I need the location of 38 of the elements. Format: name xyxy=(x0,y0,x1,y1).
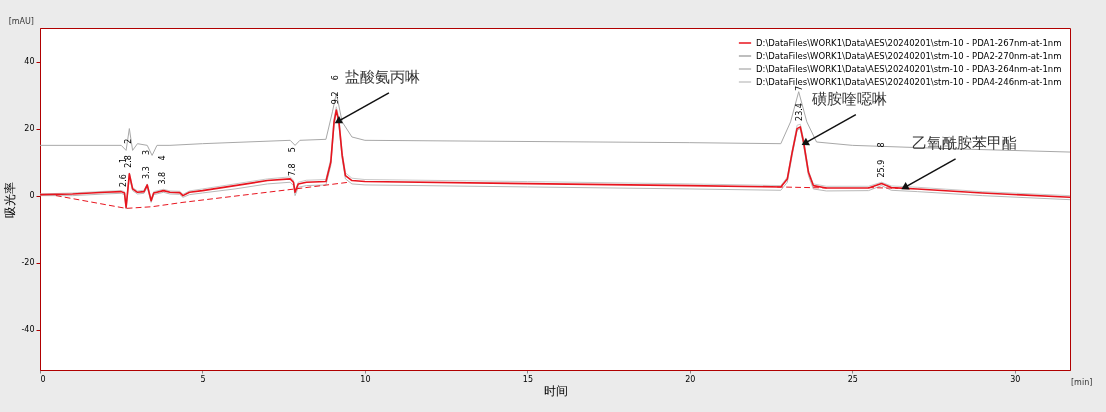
x-tick-label: 15 xyxy=(522,374,533,384)
annotation: 3.8 xyxy=(158,171,168,185)
y-tick-label: -20 xyxy=(21,258,35,268)
x-tick-label: 30 xyxy=(1010,374,1021,384)
annotation: 7 xyxy=(795,85,805,91)
annotation: 4 xyxy=(158,155,168,161)
annotation: 盐酸氨丙啉 xyxy=(344,67,420,86)
x-tick-label: 5 xyxy=(200,374,206,384)
annotation: 3.3 xyxy=(142,166,152,179)
legend-label: D:\DataFiles\WORK1\Data\AES\20240201\stm-10 - PDA1-267nm-at-1nm xyxy=(756,38,1062,48)
annotation: 8 xyxy=(876,142,886,148)
annotation: 6 xyxy=(331,75,341,81)
x-tick-label: 10 xyxy=(360,374,371,384)
y-tick-label: -40 xyxy=(21,325,35,335)
x-tick-label: 20 xyxy=(685,374,696,384)
y-tick-label: 0 xyxy=(29,191,35,201)
annotation: 乙氧酰胺苯甲酯 xyxy=(911,133,1017,152)
annotation: 3 xyxy=(142,149,152,155)
annotation: 25.9 xyxy=(876,159,886,178)
annotation: 23.4 xyxy=(795,103,805,121)
x-axis-title: 时间 xyxy=(543,383,568,398)
legend-label: D:\DataFiles\WORK1\Data\AES\20240201\stm-10 - PDA2-270nm-at-1nm xyxy=(756,51,1062,61)
annotation: 2.8 xyxy=(124,155,134,168)
y-tick-label: 20 xyxy=(24,124,35,134)
legend-label: D:\DataFiles\WORK1\Data\AES\20240201\stm-10 - PDA4-246nm-at-1nm xyxy=(756,77,1062,87)
annotation: 9.2 xyxy=(331,91,341,105)
text: [min] xyxy=(1071,378,1093,387)
annotation: 2.6 xyxy=(119,174,129,187)
annotation: 7.8 xyxy=(288,163,298,177)
annotation: 磺胺喹噁啉 xyxy=(810,89,887,108)
x-tick-label: 25 xyxy=(847,374,858,384)
y-axis-title: 吸光率 xyxy=(3,181,18,218)
text: [mAU] xyxy=(8,17,34,26)
annotation: 2 xyxy=(124,138,134,144)
legend-label: D:\DataFiles\WORK1\Data\AES\20240201\stm-10 - PDA3-264nm-at-1nm xyxy=(756,64,1062,74)
annotation: 5 xyxy=(288,147,298,153)
x-tick-label: 0 xyxy=(40,374,46,384)
y-tick-label: 40 xyxy=(24,57,35,67)
